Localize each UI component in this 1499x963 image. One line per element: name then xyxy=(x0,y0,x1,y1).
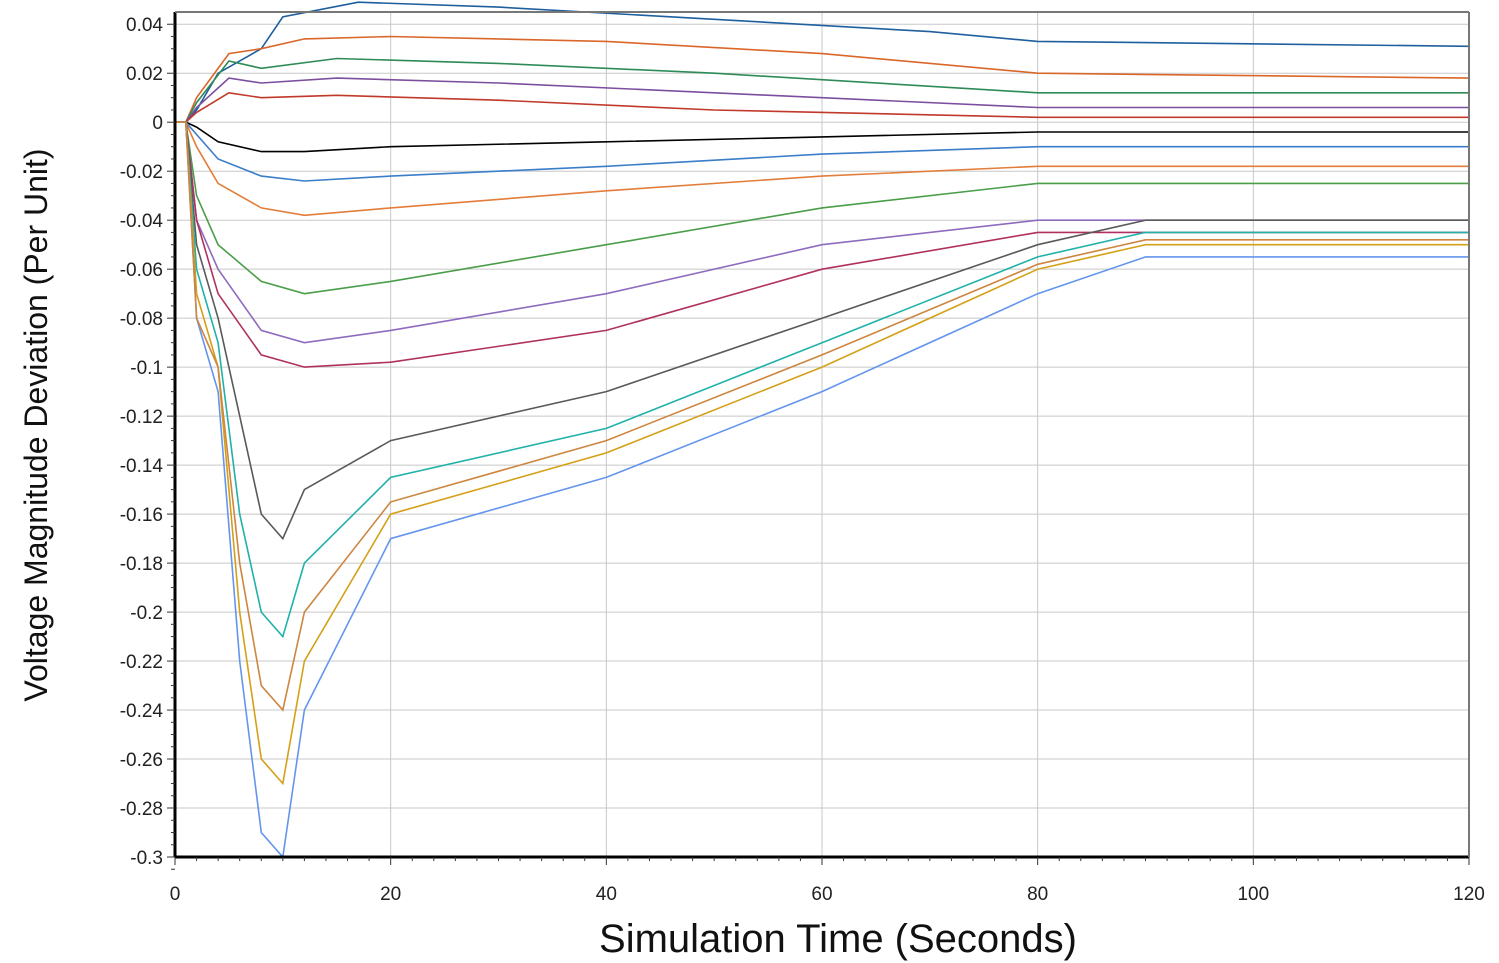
x-tick-label: 60 xyxy=(811,884,832,905)
x-axis-title: Simulation Time (Seconds) xyxy=(599,917,1077,961)
x-tick-label: 40 xyxy=(596,884,617,905)
y-tick-label: -0.14 xyxy=(120,456,164,477)
y-tick-label: 0 xyxy=(152,113,163,134)
series-line xyxy=(175,121,1469,217)
y-tick-label: -0.08 xyxy=(120,309,163,330)
x-tick-labels: 0 20 40 60 80 100 120 xyxy=(170,884,1485,905)
y-tick-label: 0.02 xyxy=(126,64,163,85)
y-tick-labels: 0.04 0.02 0 -0.02 -0.04 -0.06 -0.08 -0.1 -0.12 -0… xyxy=(120,15,164,869)
series-line xyxy=(175,121,1469,712)
series-line xyxy=(175,121,1469,295)
y-tick-label: -0.16 xyxy=(120,505,163,526)
x-tick-label: 100 xyxy=(1237,884,1269,905)
x-tick-label: 80 xyxy=(1027,884,1048,905)
series-line xyxy=(175,57,1469,123)
y-tick-label: -0.12 xyxy=(120,407,163,428)
y-tick-label: -0.04 xyxy=(120,211,164,232)
y-tick-label: -0.24 xyxy=(120,701,164,722)
series-line xyxy=(175,121,1469,786)
series-line xyxy=(175,91,1469,123)
y-tick-label: -0.1 xyxy=(130,358,163,379)
series-line xyxy=(175,35,1470,123)
series-line xyxy=(175,121,1469,182)
axes xyxy=(167,11,1470,870)
x-tick-label: 20 xyxy=(380,884,401,905)
series-line xyxy=(175,77,1469,123)
series-line xyxy=(175,121,1469,541)
series-line xyxy=(175,121,1469,639)
y-tick-label: -0.02 xyxy=(120,162,163,183)
y-tick-label: -0.06 xyxy=(120,260,163,281)
series-line xyxy=(175,121,1469,153)
x-tick-label: 0 xyxy=(170,884,181,905)
y-axis-title: Voltage Magnitude Deviation (Per Unit) xyxy=(18,148,54,701)
y-tick-label: -0.3 xyxy=(130,848,163,869)
y-tick-label: -0.18 xyxy=(120,554,163,575)
y-tick-label: -0.26 xyxy=(120,750,163,771)
series-line xyxy=(175,121,1469,859)
y-tick-label: -0.22 xyxy=(120,652,163,673)
y-tick-label: 0.04 xyxy=(126,15,163,36)
series-lines xyxy=(175,1,1470,859)
series-line xyxy=(175,121,1469,368)
x-tick-label: 120 xyxy=(1453,884,1485,905)
series-line xyxy=(175,1,1470,123)
y-tick-label: -0.2 xyxy=(130,603,163,624)
y-tick-label: -0.28 xyxy=(120,799,163,820)
